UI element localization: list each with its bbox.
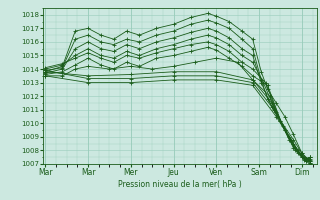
X-axis label: Pression niveau de la mer( hPa ): Pression niveau de la mer( hPa ): [118, 180, 242, 189]
